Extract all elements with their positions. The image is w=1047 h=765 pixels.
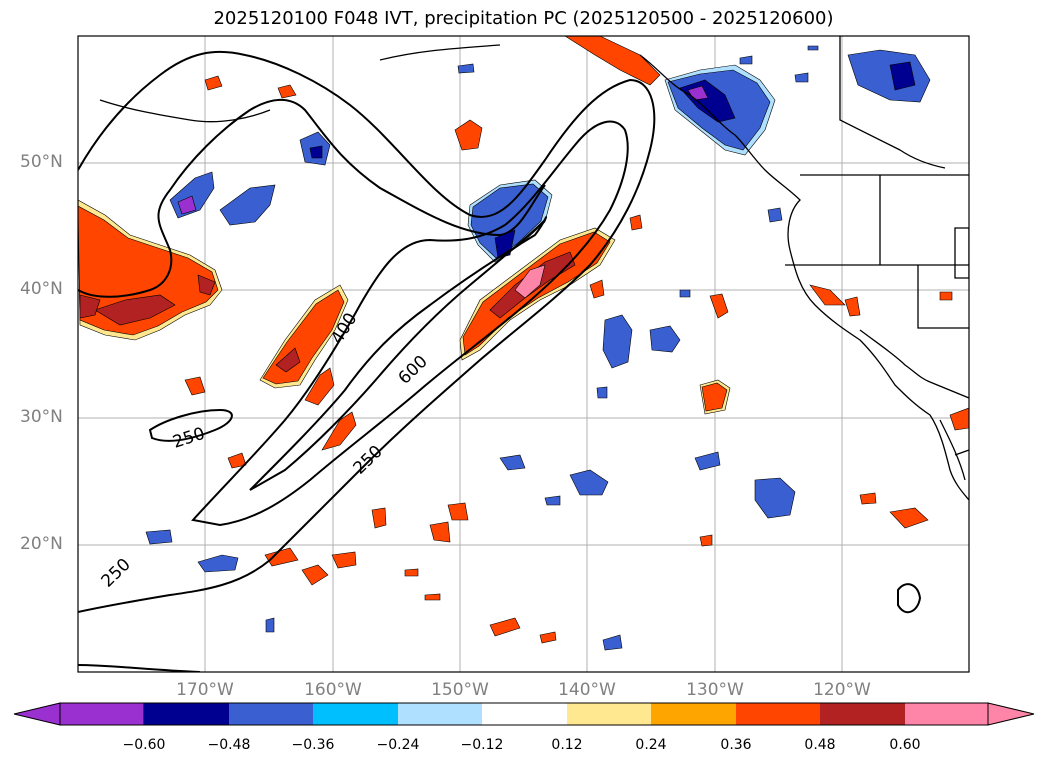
precip-positive-areas xyxy=(78,36,969,644)
lat-label-50n: 50°N xyxy=(20,152,63,172)
ivt-contours xyxy=(78,50,922,672)
contour-label-250-b: 250 xyxy=(350,442,387,479)
colorbar-tick: −0.48 xyxy=(207,737,251,753)
contour-label-600: 600 xyxy=(395,352,432,389)
colorbar-tick: 0.12 xyxy=(551,737,583,753)
colorbar-tick: −0.12 xyxy=(460,737,504,753)
lon-label-140w: 140°W xyxy=(558,680,616,700)
colorbar-tick: 0.36 xyxy=(720,737,752,753)
colorbar-tick: 0.24 xyxy=(635,737,667,753)
lat-label-20n: 20°N xyxy=(20,534,63,554)
map-plot-area xyxy=(78,36,969,672)
map-title: 2025120100 F048 IVT, precipitation PC (2… xyxy=(213,8,834,29)
lon-label-170w: 170°W xyxy=(176,680,234,700)
contour-labels: 250 400 600 250 250 xyxy=(98,310,432,592)
lon-label-160w: 160°W xyxy=(304,680,362,700)
colorbar-extend-min xyxy=(13,702,61,726)
contour-label-250-c: 250 xyxy=(98,555,135,592)
lon-label-150w: 150°W xyxy=(431,680,489,700)
map-frame xyxy=(77,35,970,673)
lat-label-30n: 30°N xyxy=(20,407,63,427)
colorbar-extend-max xyxy=(987,702,1035,726)
colorbar-tick: −0.36 xyxy=(291,737,335,753)
precip-negative-areas xyxy=(145,45,931,651)
lat-label-40n: 40°N xyxy=(20,279,63,299)
lon-label-130w: 130°W xyxy=(686,680,744,700)
colorbar xyxy=(13,702,1035,726)
lon-label-120w: 120°W xyxy=(813,680,871,700)
coastlines xyxy=(99,36,969,501)
gridlines xyxy=(78,36,969,672)
colorbar-tick: 0.60 xyxy=(889,737,921,753)
colorbar-tick: −0.60 xyxy=(122,737,166,753)
colorbar-tick: −0.24 xyxy=(376,737,420,753)
colorbar-tick: 0.48 xyxy=(804,737,836,753)
contour-label-250-a: 250 xyxy=(170,424,207,453)
